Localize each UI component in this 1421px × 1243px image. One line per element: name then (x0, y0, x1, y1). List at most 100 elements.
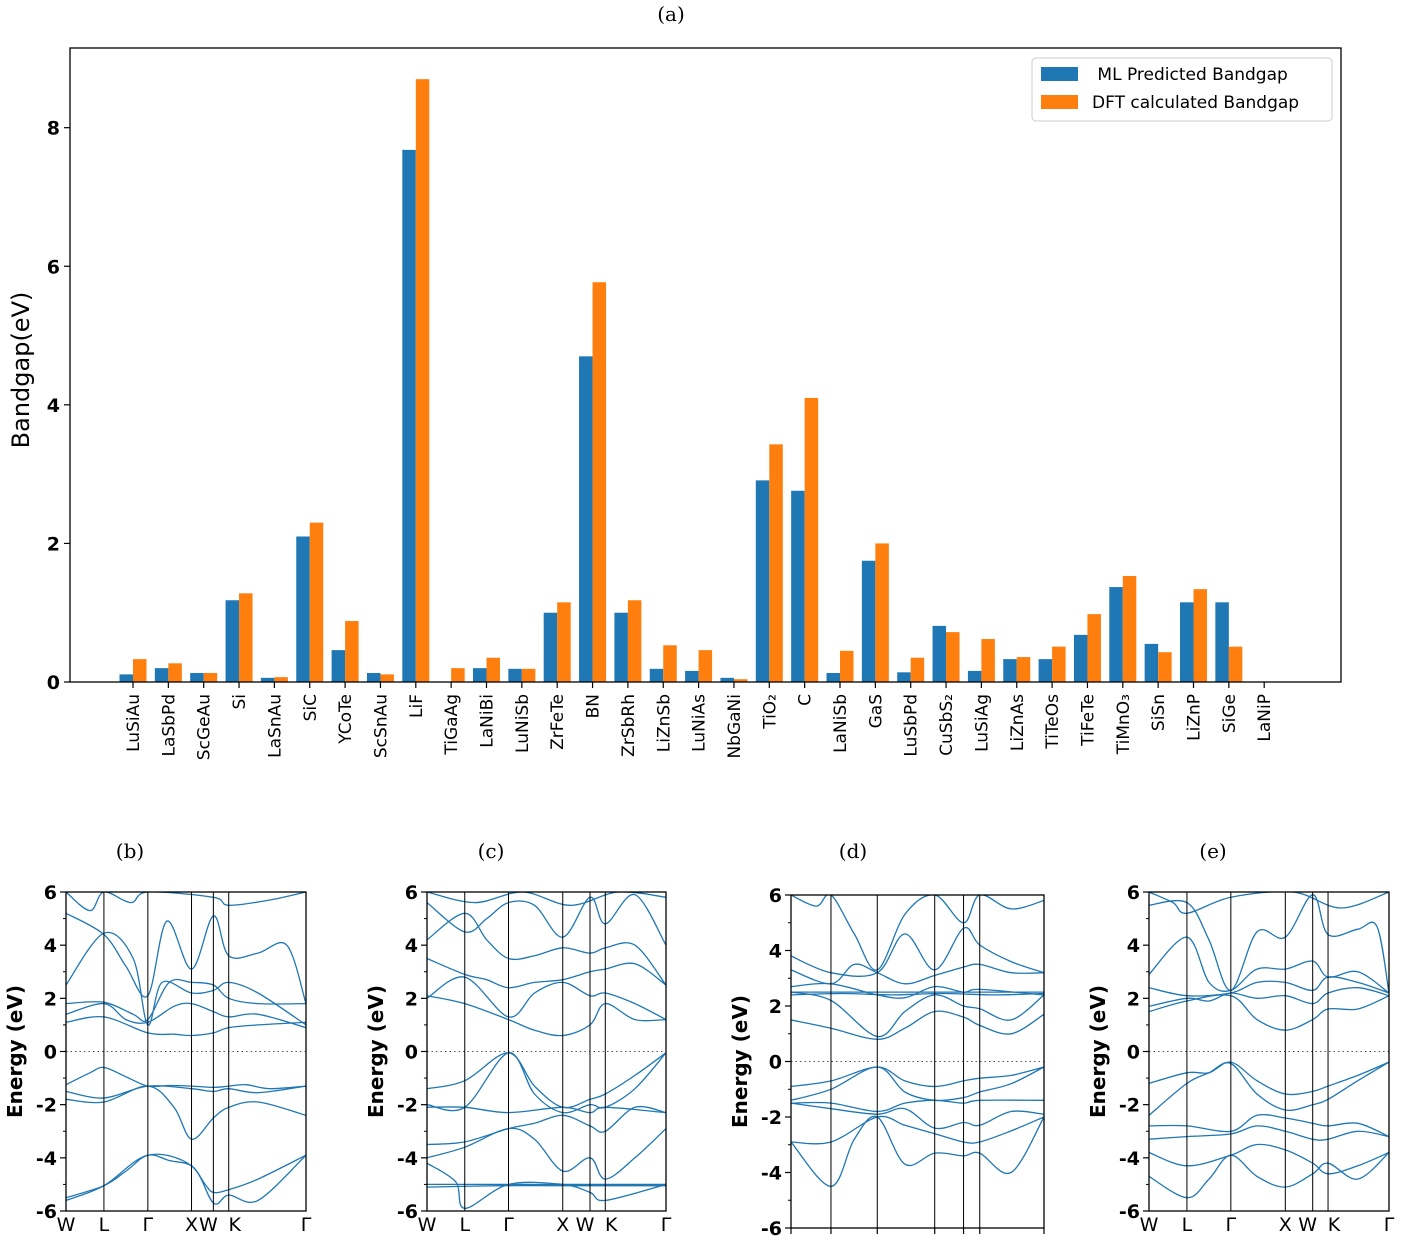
xtick-label-a-4: LaSnAu (265, 694, 285, 758)
kpoint-label-c-5: K (605, 1214, 618, 1236)
valence-band-b-4 (66, 1153, 306, 1205)
kpoint-label-e-1: L (1182, 1214, 1193, 1236)
kpoint-label-e-6: Γ (1384, 1214, 1395, 1236)
bar-dft-9 (451, 668, 465, 682)
kpoint-label-b-4: W (199, 1214, 218, 1236)
kpoint-label-b-2: Γ (143, 1214, 154, 1236)
xtick-label-a-20: LaNiSb (831, 694, 851, 753)
y-axis-label-c: Energy (eV) (364, 985, 388, 1118)
bar-dft-11 (521, 668, 536, 682)
kpoint-label-b-5: K (228, 1214, 241, 1236)
ytick-label-c-2: 2 (405, 988, 418, 1010)
valence-band-e-0 (1149, 1061, 1389, 1096)
bar-ml-31 (1215, 602, 1229, 682)
valence-band-e-5 (1149, 1152, 1389, 1199)
valence-band-e-2 (1149, 1113, 1389, 1138)
bands-b (66, 892, 306, 1205)
conduction-band-e-1 (1149, 987, 1389, 1007)
bar-ml-3 (225, 600, 240, 682)
bar-ml-22 (897, 672, 911, 682)
bands-c (427, 892, 666, 1209)
ytick-label-a-1: 2 (47, 533, 60, 555)
bar-dft-29 (1158, 652, 1172, 682)
bar-dft-7 (380, 674, 394, 682)
ytick-label-d-2: 2 (769, 996, 782, 1018)
xtick-label-a-22: LuSbPd (902, 694, 922, 757)
y-axis-label-d: Energy (eV) (728, 995, 752, 1128)
bar-dft-4 (274, 677, 288, 682)
plot-frame-a (69, 47, 1342, 683)
xtick-label-a-7: ScSnAu (371, 694, 391, 758)
bar-dft-14 (627, 600, 642, 682)
ytick-label-c-6: -6 (397, 1201, 418, 1223)
ytick-label-c-0: 6 (405, 882, 418, 904)
xtick-label-a-0: LuSiAu (124, 694, 144, 752)
xtick-label-a-24: LuSiAg (972, 694, 992, 752)
valence-band-b-1 (66, 1085, 306, 1099)
band-structure-d: (d) 6 4 2 0 -2 -4 -6 Energy (eV) (728, 839, 1045, 1240)
bar-dft-16 (698, 650, 713, 682)
bar-ml-25 (1003, 659, 1017, 682)
ytick-label-e-0: 6 (1127, 882, 1140, 904)
xtick-label-a-6: YCoTe (336, 694, 356, 745)
kpoint-label-c-3: X (556, 1214, 569, 1236)
bar-ml-27 (1073, 634, 1088, 682)
bar-ml-12 (543, 612, 558, 682)
bar-dft-27 (1087, 614, 1101, 682)
xtick-label-a-16: LuNiAs (690, 694, 710, 752)
kpoint-label-b-3: X (185, 1214, 198, 1236)
bar-dft-30 (1193, 589, 1207, 682)
valence-band-d-4 (791, 1115, 1044, 1145)
bar-dft-22 (910, 657, 925, 682)
bar-ml-23 (932, 625, 947, 682)
bar-ml-5 (296, 536, 310, 682)
bar-dft-17 (733, 679, 748, 682)
ytick-label-c-5: -4 (397, 1148, 418, 1170)
ytick-label-b-1: 4 (44, 935, 57, 957)
conduction-band-b-4 (66, 912, 306, 1004)
bar-ml-8 (402, 149, 416, 683)
conduction-band-e-3 (1149, 936, 1389, 994)
ytick-label-b-5: -4 (36, 1148, 57, 1170)
conduction-band-b-0 (66, 1015, 306, 1037)
ytick-label-e-6: -6 (1119, 1201, 1140, 1223)
xtick-label-a-13: BN (584, 694, 604, 718)
conduction-band-c-1 (427, 976, 666, 1021)
xtick-label-a-26: TiTeOs (1043, 694, 1063, 750)
ytick-label-c-1: 4 (405, 935, 418, 957)
bar-dft-24 (981, 639, 995, 682)
kpoint-label-c-2: Γ (503, 1214, 514, 1236)
conduction-band-e-4 (1149, 894, 1389, 994)
valence-band-e-4 (1149, 1143, 1389, 1175)
ytick-label-d-5: -4 (761, 1163, 782, 1185)
xtick-label-a-27: TiFeTe (1078, 694, 1098, 747)
bar-dft-31 (1228, 646, 1243, 682)
bar-dft-12 (557, 602, 571, 682)
kpoint-label-c-4: W (576, 1214, 595, 1236)
conduction-band-d-5 (791, 963, 1044, 985)
kpoint-label-e-3: X (1279, 1214, 1292, 1236)
xtick-label-a-2: ScGeAu (195, 694, 215, 760)
ytick-label-d-3: 0 (769, 1052, 782, 1074)
xtick-label-a-10: LaNiBi (478, 694, 498, 748)
conduction-band-b-2 (66, 978, 306, 1023)
conduction-band-b-3 (66, 931, 306, 1026)
valence-band-c-0 (427, 1052, 666, 1109)
valence-band-d-3 (791, 1102, 1044, 1130)
bar-dft-19 (804, 397, 819, 682)
bands-d (791, 895, 1044, 1188)
ytick-label-d-1: 4 (769, 941, 782, 963)
ytick-label-e-1: 4 (1127, 935, 1140, 957)
bar-ml-30 (1180, 602, 1194, 682)
bar-ml-29 (1144, 643, 1159, 682)
bar-ml-18 (755, 480, 770, 682)
kpoint-label-b-1: L (99, 1214, 110, 1236)
xtick-label-a-15: LiZnSb (654, 694, 674, 752)
panel-label-c: (c) (478, 839, 505, 863)
panel-label-b: (b) (116, 839, 144, 863)
bar-dft-1 (168, 663, 182, 682)
xtick-label-a-1: LaSbPd (159, 694, 179, 757)
y-axis-label-b: Energy (eV) (3, 985, 27, 1118)
valence-band-c-7 (427, 1162, 666, 1209)
